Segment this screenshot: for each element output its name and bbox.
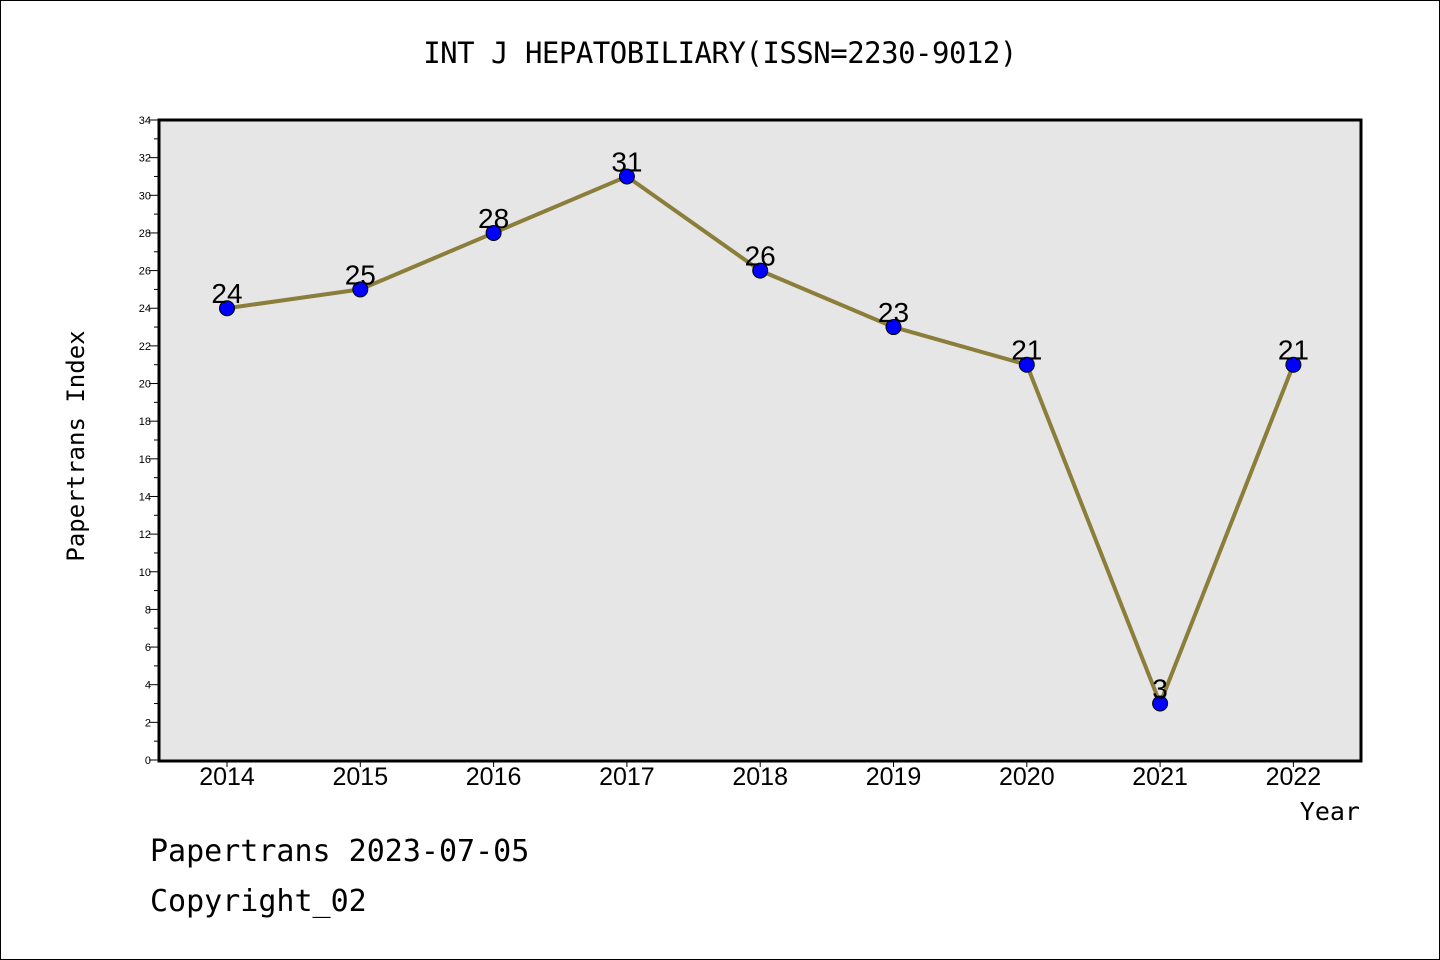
data-point — [352, 281, 369, 298]
y-tick-label: 26 — [139, 266, 151, 278]
series-group: 24 25 28 31 26 23 21 3 21 — [211, 146, 1309, 712]
y-tick-label: 30 — [139, 190, 151, 202]
data-point — [618, 168, 635, 185]
data-label: 31 — [611, 146, 642, 177]
y-tick-label: 20 — [139, 379, 151, 391]
data-label: 26 — [745, 241, 776, 272]
y-tick-label: 12 — [139, 529, 151, 541]
x-tick-label: 2019 — [866, 763, 922, 791]
x-tick-label: 2014 — [199, 763, 255, 791]
x-tick-label: 2017 — [599, 763, 655, 791]
y-tick-label: 28 — [139, 228, 151, 240]
plot-area — [159, 120, 1361, 761]
data-label: 28 — [478, 203, 509, 234]
data-label: 21 — [1011, 335, 1042, 366]
y-tick-label: 34 — [139, 115, 151, 127]
plot-border — [157, 118, 1363, 763]
y-tick-label: 16 — [139, 454, 151, 466]
y-tick-label: 14 — [139, 491, 151, 503]
y-tick-label: 6 — [145, 642, 151, 654]
y-tick-label: 10 — [139, 567, 151, 579]
x-tick-label: 2021 — [1132, 763, 1188, 791]
data-point — [219, 300, 235, 317]
data-point — [752, 262, 769, 279]
y-tick-label: 4 — [145, 680, 151, 692]
x-axis-label: Year — [1300, 797, 1360, 826]
y-tick-label: 0 — [145, 755, 151, 767]
data-label: 25 — [345, 259, 376, 290]
y-tick-label: 22 — [139, 341, 151, 353]
data-label: 3 — [1152, 674, 1168, 705]
data-label: 23 — [878, 297, 909, 328]
y-tick-label: 8 — [145, 604, 151, 616]
x-tick-label: 2022 — [1266, 763, 1322, 791]
data-point — [485, 224, 502, 241]
x-tick-label: 2016 — [466, 763, 522, 791]
data-point — [1018, 356, 1035, 373]
data-label: 24 — [211, 278, 242, 309]
y-tick-label: 2 — [145, 717, 151, 729]
data-point — [1285, 356, 1302, 373]
y-tick-label: 18 — [139, 416, 151, 428]
chart-title: INT J HEPATOBILIARY(ISSN=2230-9012) — [423, 36, 1017, 70]
data-point — [885, 319, 902, 336]
y-tick-label: 24 — [139, 303, 151, 315]
y-tick-label: 32 — [139, 153, 151, 165]
x-tick-label: 2020 — [999, 763, 1055, 791]
data-point — [1152, 695, 1169, 712]
x-tick-label: 2018 — [732, 763, 788, 791]
x-tick-label: 2015 — [332, 763, 388, 791]
footer-date: Papertrans 2023-07-05 — [150, 834, 530, 869]
footer-copyright: Copyright_02 — [150, 884, 367, 919]
x-axis: 2014 2015 2016 2017 2018 2019 2020 2021 2022 — [199, 761, 1321, 791]
data-label: 21 — [1278, 335, 1309, 366]
